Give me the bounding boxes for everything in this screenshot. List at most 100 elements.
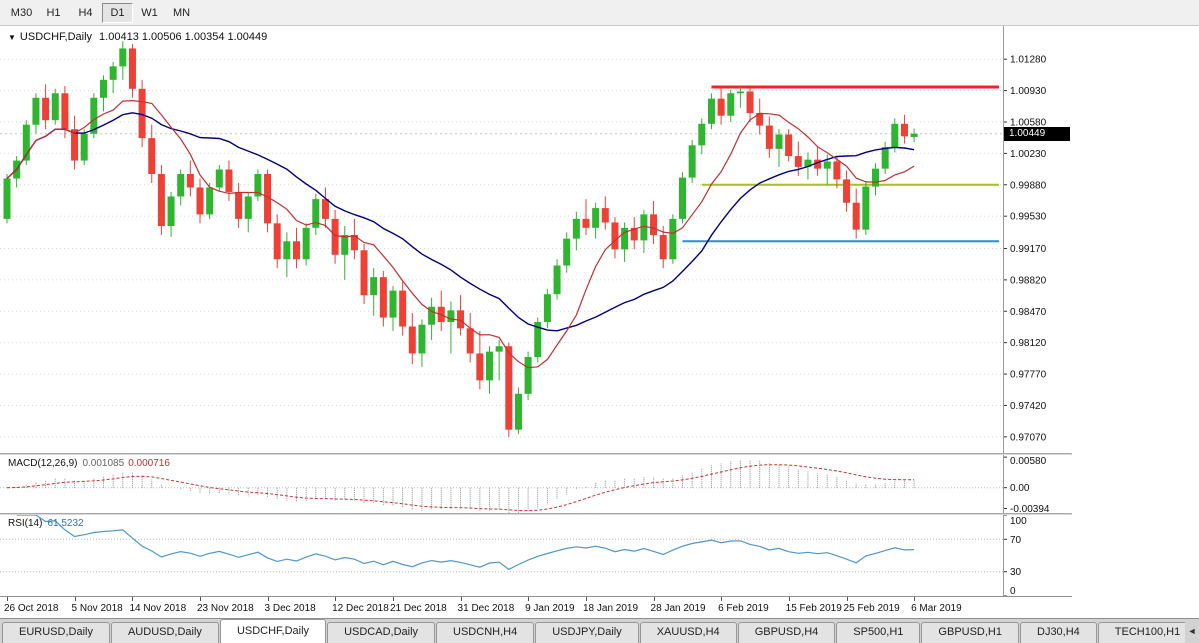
price-axis-label: 0.99530	[1010, 212, 1047, 223]
rsi-axis-label: 100	[1010, 516, 1027, 527]
date-axis-label: 14 Nov 2018	[129, 603, 187, 614]
price-axis-label: 0.97070	[1010, 432, 1047, 443]
chart-symbol-label: USDCHF,Daily	[19, 31, 93, 43]
rsi-canvas[interactable]: 100 70 30 0	[0, 515, 1072, 596]
chart-tab-usdjpy-daily[interactable]: USDJPY,Daily	[535, 622, 639, 643]
date-axis-label: 6 Mar 2019	[911, 603, 962, 614]
macd-value-signal: 0.000716	[128, 458, 170, 469]
date-axis-label: 12 Dec 2018	[332, 603, 389, 614]
chart-menu-icon[interactable]: ▼	[8, 33, 16, 42]
chart-tab-usdcnh-h4[interactable]: USDCNH,H4	[436, 622, 535, 643]
macd-signal-line	[6, 464, 915, 512]
price-axis-label: 1.00930	[1010, 86, 1047, 97]
macd-pane[interactable]: 0.00580 0.00 -0.00394 MACD(12,26,9) 0.00108…	[0, 455, 1072, 513]
price-axis-label: 1.00230	[1010, 149, 1047, 160]
price-axis-label: 0.97770	[1010, 370, 1047, 381]
macd-value-main: 0.001085	[82, 458, 125, 469]
date-tick	[7, 597, 8, 601]
timeframe-button-mn[interactable]: MN	[166, 3, 197, 23]
tab-scroll-left-icon[interactable]: ◄	[1187, 626, 1197, 636]
date-tick	[586, 597, 587, 601]
date-tick	[267, 597, 269, 601]
date-axis-label: 9 Jan 2019	[525, 603, 575, 614]
price-axis-label: 0.99170	[1010, 244, 1047, 255]
date-axis-label: 15 Feb 2019	[785, 603, 842, 614]
date-axis-label: 25 Feb 2019	[843, 603, 900, 614]
macd-axis-label: 0.00580	[1010, 456, 1047, 467]
macd-title: MACD(12,26,9) 0.001085 0.000716	[8, 458, 170, 469]
pane-splitter-macd[interactable]	[0, 453, 1071, 455]
timeframe-button-h4[interactable]: H4	[70, 3, 101, 23]
date-tick	[74, 597, 76, 601]
date-tick	[721, 597, 723, 601]
rsi-axis-label: 70	[1010, 535, 1022, 546]
chart-title: ▼ USDCHF,Daily 1.00413 1.00506 1.00354 1.0…	[8, 31, 267, 43]
date-tick	[200, 597, 201, 601]
chart-tab-usdchf-daily[interactable]: USDCHF,Daily	[219, 619, 327, 643]
macd-axis-label: 0.00	[1010, 483, 1030, 494]
date-tick	[393, 597, 394, 601]
macd-canvas[interactable]: 0.00580 0.00 -0.00394	[0, 455, 1072, 513]
date-axis-label: 6 Feb 2019	[718, 603, 769, 614]
date-axis-label: 23 Nov 2018	[197, 603, 254, 614]
main-chart-pane[interactable]: 1.01280 1.00930 1.00580 1.00230 0.99880 0.995…	[0, 26, 1072, 453]
price-axis-label: 0.98470	[1010, 307, 1047, 318]
price-axis-label: 0.99880	[1010, 180, 1047, 191]
chart-window: 1.01280 1.00930 1.00580 1.00230 0.99880 0.995…	[0, 26, 1072, 618]
chart-tab-usdcad-daily[interactable]: USDCAD,Daily	[327, 622, 436, 643]
date-tick	[528, 597, 530, 601]
candles-layer	[3, 41, 918, 437]
date-axis-label: 18 Jan 2019	[583, 603, 639, 614]
chart-tab-audusd-daily[interactable]: AUDUSD,Daily	[110, 622, 219, 643]
ma-fast-line	[6, 99, 915, 369]
timeframe-button-m30[interactable]: M30	[6, 3, 37, 23]
timeframe-button-w1[interactable]: W1	[134, 3, 165, 23]
price-axis-label: 0.97420	[1010, 401, 1047, 412]
timeframe-button-h1[interactable]: H1	[38, 3, 69, 23]
rsi-line	[16, 515, 915, 571]
rsi-label: RSI(14)	[8, 518, 43, 529]
date-tick	[335, 597, 337, 601]
chart-tab-eurusd-daily[interactable]: EURUSD,Daily	[2, 622, 110, 643]
chart-tab-tech100-h1[interactable]: TECH100,H1	[1097, 622, 1185, 643]
date-axis-label: 26 Oct 2018	[4, 603, 59, 614]
date-axis-label: 28 Jan 2019	[650, 603, 706, 614]
price-axis-label: 1.01280	[1010, 55, 1047, 66]
chart-tab-gbpusd-h4[interactable]: GBPUSD,H4	[737, 622, 836, 643]
timeframe-button-group: M30 H1 H4 D1 W1 MN	[6, 2, 198, 23]
date-axis-label: 3 Dec 2018	[264, 603, 316, 614]
date-tick	[132, 597, 134, 601]
date-axis-label: 21 Dec 2018	[390, 603, 447, 614]
macd-axis-label: -0.00394	[1010, 504, 1050, 513]
date-tick	[460, 597, 462, 601]
chart-tab-bar: EURUSD,Daily AUDUSD,Daily USDCHF,Daily USDC…	[0, 618, 1199, 643]
price-axis-label: 1.00580	[1010, 117, 1047, 128]
timeframe-button-d1[interactable]: D1	[102, 2, 133, 23]
date-tick	[846, 597, 848, 601]
grid-layer: 1.01280 1.00930 1.00580 1.00230 0.99880 0.995…	[0, 55, 1047, 443]
chart-tab-gbpusd-h1[interactable]: GBPUSD,H1	[921, 622, 1019, 643]
price-chart-canvas[interactable]: 1.01280 1.00930 1.00580 1.00230 0.99880 0.995…	[0, 26, 1072, 453]
date-tick	[914, 597, 916, 601]
rsi-title: RSI(14) 61.5232	[8, 518, 84, 529]
chart-ohlc-values: 1.00413 1.00506 1.00354 1.00449	[99, 31, 268, 43]
macd-histogram	[16, 459, 915, 513]
pane-splitter-rsi[interactable]	[0, 513, 1071, 515]
chart-tab-xauusd-h4[interactable]: XAUUSD,H4	[639, 622, 737, 643]
rsi-value: 61.5232	[47, 518, 84, 529]
chart-tab-dj30-h4[interactable]: DJ30,H4	[1020, 622, 1097, 643]
current-price-badge: 1.00449	[1004, 126, 1070, 141]
timeframe-toolbar: M30 H1 H4 D1 W1 MN	[0, 0, 1199, 26]
date-tick	[653, 597, 655, 601]
macd-label: MACD(12,26,9)	[8, 458, 78, 469]
date-axis[interactable]: 26 Oct 2018 5 Nov 2018 14 Nov 2018 23 Nov 2…	[0, 596, 1072, 618]
ma-slow-line	[6, 112, 915, 332]
price-axis-label: 0.98120	[1010, 338, 1047, 349]
chart-tab-sp500-h1[interactable]: SP500,H1	[836, 622, 921, 643]
rsi-axis-label: 0	[1010, 586, 1016, 596]
chart-tabs: EURUSD,Daily AUDUSD,Daily USDCHF,Daily USDC…	[2, 619, 1185, 643]
rsi-pane[interactable]: 100 70 30 0 RSI(14) 61.5232	[0, 515, 1072, 596]
rsi-axis-label: 30	[1010, 567, 1022, 578]
date-axis-label: 31 Dec 2018	[457, 603, 515, 614]
date-tick	[788, 597, 790, 601]
